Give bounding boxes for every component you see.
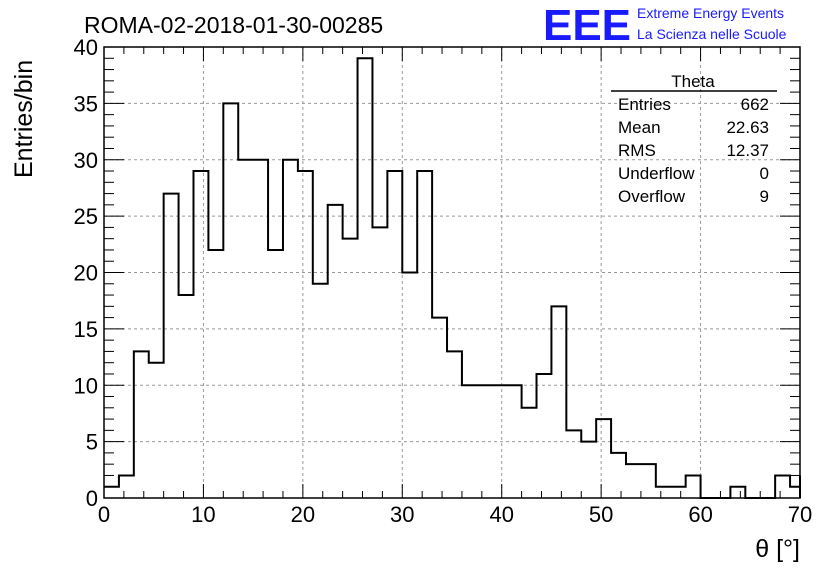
x-tick-label: 20 — [291, 502, 315, 527]
stats-title: Theta — [671, 72, 715, 91]
x-tick-label: 10 — [191, 502, 215, 527]
stats-value: 9 — [760, 187, 769, 206]
histogram-series — [104, 57, 801, 499]
logo-tagline-1: Extreme Energy Events — [637, 5, 784, 21]
x-tick-label: 70 — [788, 502, 812, 527]
stats-label: Mean — [618, 118, 661, 137]
stats-label: Underflow — [618, 164, 695, 183]
y-tick-label: 5 — [86, 430, 98, 455]
y-tick-labels: 0 5 10 15 20 25 30 35 40 — [74, 35, 98, 511]
y-tick-label: 0 — [86, 486, 98, 511]
stats-label: Entries — [618, 95, 671, 114]
x-axis-title: θ [°] — [755, 535, 800, 563]
y-tick-label: 20 — [74, 261, 98, 286]
y-tick-label: 15 — [74, 317, 98, 342]
stats-label: RMS — [618, 141, 656, 160]
stats-value: 662 — [741, 95, 769, 114]
y-tick-label: 30 — [74, 148, 98, 173]
chart-title: ROMA-02-2018-01-30-00285 — [84, 12, 383, 38]
y-axis-title: Entries/bin — [10, 60, 38, 178]
stats-label: Overflow — [618, 187, 686, 206]
x-tick-label: 30 — [390, 502, 414, 527]
x-tick-label: 60 — [688, 502, 712, 527]
stats-value: 22.63 — [726, 118, 769, 137]
axis-ticks — [103, 46, 801, 499]
x-tick-labels: 0 10 20 30 40 50 60 70 — [98, 502, 812, 527]
x-tick-label: 40 — [489, 502, 513, 527]
stats-value: 12.37 — [726, 141, 769, 160]
x-tick-label: 50 — [589, 502, 613, 527]
eee-logo: EEE — [543, 1, 631, 50]
y-tick-label: 40 — [74, 35, 98, 60]
y-tick-label: 10 — [74, 373, 98, 398]
y-tick-label: 25 — [74, 204, 98, 229]
grid-lines — [104, 47, 800, 498]
stats-value: 0 — [760, 164, 769, 183]
y-tick-label: 35 — [74, 91, 98, 116]
plot-frame — [103, 46, 801, 499]
stats-box: Theta Entries 662 Mean 22.63 RMS 12.37 Underfl… — [611, 72, 777, 206]
logo-tagline-2: La Scienza nelle Scuole — [637, 26, 787, 42]
x-tick-label: 0 — [98, 502, 110, 527]
